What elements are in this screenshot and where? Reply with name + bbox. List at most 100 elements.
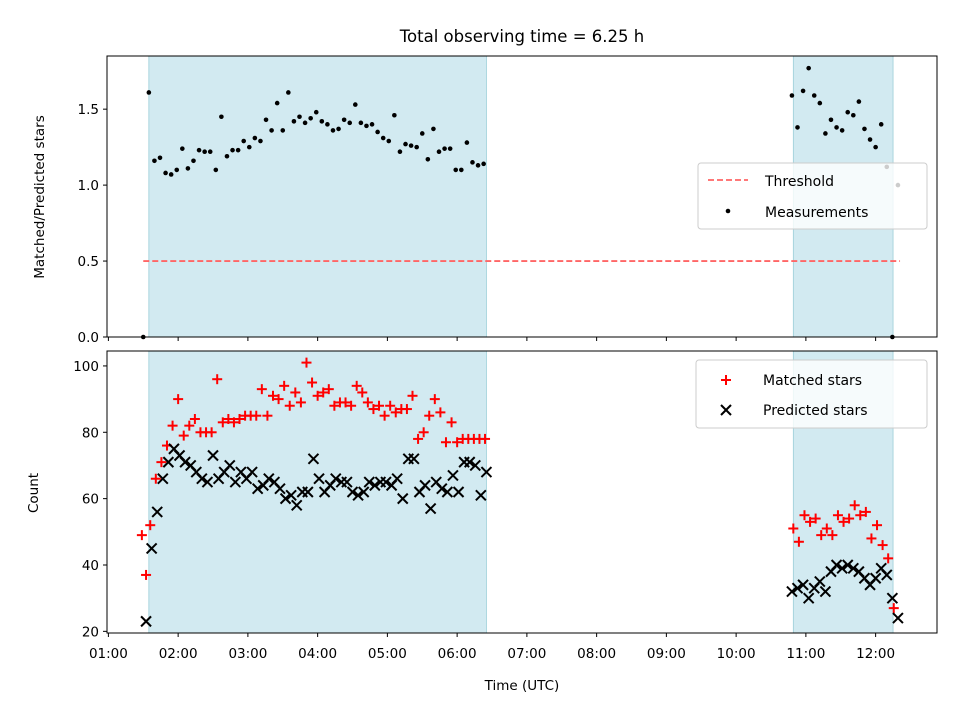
matched-point bbox=[228, 417, 239, 428]
measurement-point bbox=[834, 125, 839, 130]
measurement-point bbox=[403, 141, 408, 147]
matched-point bbox=[805, 516, 816, 527]
matched-point bbox=[374, 400, 385, 411]
measurement-point bbox=[252, 135, 258, 141]
predicted-stars-points bbox=[140, 443, 904, 628]
predicted-point bbox=[886, 592, 899, 604]
measurement-point bbox=[230, 147, 235, 153]
predicted-point bbox=[162, 456, 175, 468]
measurement-point bbox=[436, 149, 442, 154]
matched-point bbox=[351, 380, 362, 391]
predicted-point bbox=[207, 449, 219, 462]
measurement-point bbox=[464, 140, 470, 145]
measurement-point bbox=[414, 144, 419, 150]
predicted-point bbox=[842, 559, 854, 571]
predicted-point bbox=[140, 615, 152, 628]
measurement-point bbox=[425, 156, 431, 162]
x-tick-label: 04:00 bbox=[298, 646, 337, 662]
predicted-point bbox=[313, 473, 325, 485]
matched-point bbox=[793, 536, 804, 547]
predicted-point bbox=[869, 572, 882, 584]
measurement-point bbox=[386, 138, 392, 144]
measurement-point bbox=[325, 122, 330, 127]
matched-point bbox=[307, 377, 318, 388]
bottom-y-axis: 20 40 60 80 100 bbox=[73, 359, 107, 640]
measurement-point bbox=[313, 109, 319, 115]
matched-point bbox=[156, 457, 167, 468]
measurement-point bbox=[319, 119, 325, 124]
predicted-point bbox=[797, 579, 809, 591]
matched-point bbox=[788, 523, 799, 534]
measurement-point bbox=[878, 122, 884, 127]
predicted-point bbox=[447, 469, 459, 482]
measurement-point bbox=[213, 167, 219, 173]
measurement-point bbox=[297, 114, 302, 120]
measurement-point bbox=[235, 147, 241, 153]
x-tick-label: 02:00 bbox=[159, 646, 198, 662]
matched-point bbox=[435, 407, 446, 418]
matched-point bbox=[816, 530, 827, 541]
predicted-point bbox=[357, 486, 370, 498]
predicted-point bbox=[346, 486, 359, 498]
predicted-point bbox=[179, 456, 191, 468]
measurement-point bbox=[269, 128, 274, 133]
bottom-y-tick-label: 100 bbox=[73, 359, 99, 375]
predicted-point bbox=[246, 466, 258, 478]
predicted-point bbox=[441, 486, 454, 498]
matched-point bbox=[424, 410, 435, 421]
predicted-point bbox=[380, 476, 392, 488]
measurement-point bbox=[867, 137, 873, 142]
predicted-point bbox=[274, 482, 286, 495]
measurement-points bbox=[140, 65, 901, 340]
measurement-point bbox=[795, 125, 800, 130]
bottom-y-axis-label: Count bbox=[26, 473, 42, 513]
matched-point bbox=[340, 397, 351, 408]
predicted-point bbox=[819, 585, 832, 598]
measurement-point bbox=[336, 126, 341, 132]
matched-point bbox=[223, 414, 234, 425]
predicted-point bbox=[341, 476, 353, 488]
x-tick-label: 06:00 bbox=[438, 646, 477, 662]
matched-point bbox=[385, 400, 396, 411]
measurement-point bbox=[180, 146, 185, 151]
matched-point bbox=[189, 414, 200, 425]
measurement-point bbox=[431, 126, 436, 132]
x-tick-label: 07:00 bbox=[507, 646, 546, 662]
matched-point bbox=[251, 410, 262, 421]
predicted-point bbox=[830, 559, 843, 571]
matched-point bbox=[234, 414, 245, 425]
matched-point bbox=[290, 387, 301, 398]
measurement-point bbox=[447, 146, 453, 151]
matched-point bbox=[872, 520, 883, 531]
measurement-point bbox=[353, 102, 358, 107]
predicted-point bbox=[836, 562, 848, 575]
matched-point bbox=[206, 427, 217, 438]
measurement-point bbox=[224, 153, 230, 159]
predicted-point bbox=[291, 499, 303, 511]
predicted-point bbox=[424, 502, 437, 515]
matched-point bbox=[480, 433, 491, 444]
bottom-x-axis: 01:00 02:00 03:00 04:00 05:00 06:00 07:00 08:00… bbox=[89, 633, 895, 662]
measurement-point bbox=[207, 149, 213, 154]
measurement-point bbox=[823, 131, 828, 136]
measurements-legend-marker bbox=[725, 208, 731, 214]
matched-point bbox=[262, 410, 273, 421]
matched-point bbox=[295, 397, 306, 408]
matched-point bbox=[838, 516, 849, 527]
predicted-point bbox=[229, 476, 242, 488]
x-tick-label: 10:00 bbox=[717, 646, 756, 662]
matched-point bbox=[379, 410, 390, 421]
predicted-legend-label: Predicted stars bbox=[763, 403, 868, 419]
measurement-point bbox=[308, 115, 313, 121]
measurement-point bbox=[851, 112, 856, 118]
measurement-point bbox=[241, 138, 247, 144]
measurement-point bbox=[246, 144, 252, 150]
measurement-point bbox=[202, 149, 207, 154]
top-y-axis: 0.0 0.5 1.0 1.5 bbox=[78, 102, 107, 346]
measurement-point bbox=[358, 120, 364, 126]
matched-legend-marker bbox=[721, 375, 731, 385]
measurement-point bbox=[481, 161, 486, 167]
matched-point bbox=[860, 506, 871, 517]
matched-point bbox=[799, 510, 810, 521]
matched-point bbox=[849, 500, 860, 511]
